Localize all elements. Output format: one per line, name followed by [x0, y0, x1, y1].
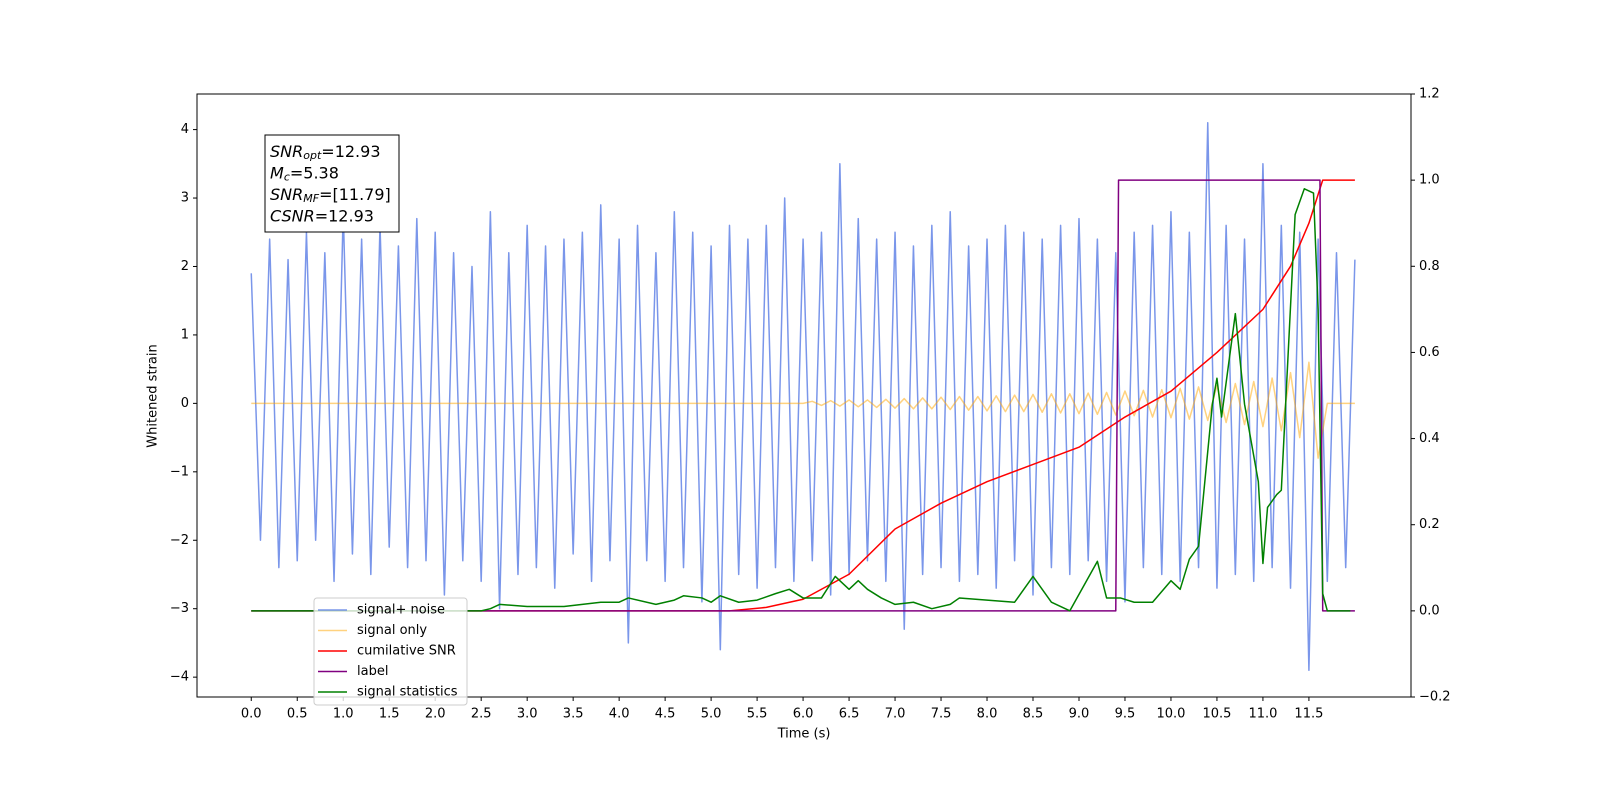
annotation-line: Mc=5.38	[270, 163, 339, 184]
x-tick-label: 2.0	[425, 707, 446, 722]
y-tick-label: −3	[170, 601, 189, 616]
axes-frame	[196, 93, 1412, 698]
y2-tick-label: 1.2	[1419, 87, 1440, 102]
series-line	[251, 361, 1355, 459]
y-tick-label: 4	[181, 122, 189, 137]
x-tick-label: 7.5	[931, 707, 952, 722]
annotation-symbol: SNR	[270, 142, 303, 161]
annotation-line: CSNR=12.93	[270, 206, 374, 225]
annotation-subscript: opt	[303, 149, 322, 162]
x-tick-label: 1.5	[379, 707, 400, 722]
y2-tick-label: 1.0	[1419, 173, 1440, 188]
annotation-symbol: SNR	[270, 185, 303, 204]
legend-label: signal statistics	[357, 685, 458, 700]
x-tick-label: 5.0	[701, 707, 722, 722]
x-tick-label: 10.5	[1202, 707, 1231, 722]
x-tick-label: 11.0	[1248, 707, 1277, 722]
y2-tick-label: 0.2	[1419, 517, 1440, 532]
annotation-symbol: M	[270, 163, 284, 182]
legend: signal+ noise signal only cumilative SNR la…	[318, 603, 458, 700]
x-tick-label: 8.0	[977, 707, 998, 722]
x-tick-label: 8.5	[1023, 707, 1044, 722]
annotation-symbol: CSNR	[270, 206, 315, 225]
x-tick-label: 6.5	[839, 707, 860, 722]
legend-label: cumilative SNR	[357, 644, 456, 659]
x-tick-label: 9.5	[1115, 707, 1136, 722]
series-line	[250, 122, 1356, 672]
x-tick-label: 7.0	[885, 707, 906, 722]
y2-tick-label: 0.4	[1419, 431, 1440, 446]
x-tick-label: 4.0	[609, 707, 630, 722]
legend-box	[313, 597, 468, 706]
series-line	[251, 188, 1351, 612]
y2-tick-label: 0.6	[1419, 345, 1440, 360]
y-axis-label: Whitened strain	[146, 344, 161, 447]
y-tick-label: −4	[170, 670, 189, 685]
annotation-value: =[11.79]	[319, 185, 391, 204]
y-tick-label: −2	[170, 533, 189, 548]
y-tick-label: 0	[181, 396, 189, 411]
axes: 0.0 0.5 1.0 1.5 2.0 2.5 3.0 3.5 4.0 4.5 5.0 5.5 6.0 6…	[170, 87, 1451, 722]
x-tick-label: 2.5	[471, 707, 492, 722]
x-tick-label: 10.0	[1156, 707, 1185, 722]
y-tick-label: 3	[181, 191, 189, 206]
annotation-value: =5.38	[290, 163, 339, 182]
x-tick-label: 4.5	[655, 707, 676, 722]
y2-tick-label: −0.2	[1419, 690, 1451, 705]
annotation-value: =12.93	[321, 142, 380, 161]
legend-label: signal only	[357, 623, 427, 638]
x-tick-label: 11.5	[1294, 707, 1323, 722]
y2-tick-label: 0.0	[1419, 603, 1440, 618]
annotation-value: =12.93	[315, 206, 374, 225]
y2-tick-label: 0.8	[1419, 259, 1440, 274]
x-tick-label: 6.0	[793, 707, 814, 722]
plot-area	[250, 122, 1356, 672]
x-tick-label: 3.0	[517, 707, 538, 722]
annotation-line: SNRMF=[11.79]	[270, 185, 391, 206]
x-tick-label: 5.5	[747, 707, 768, 722]
annotation-line: SNRopt=12.93	[270, 142, 381, 163]
x-tick-label: 0.5	[287, 707, 308, 722]
annotation-subscript: MF	[303, 192, 319, 205]
x-tick-label: 9.0	[1069, 707, 1090, 722]
x-tick-label: 1.0	[333, 707, 354, 722]
legend-label: signal+ noise	[357, 603, 445, 618]
legend-label: label	[357, 664, 388, 679]
annotation: SNRopt=12.93Mc=5.38SNRMF=[11.79]CSNR=12.…	[270, 142, 391, 226]
annotation-subscript: c	[284, 171, 290, 184]
y-tick-label: 1	[181, 327, 189, 342]
x-tick-label: 3.5	[563, 707, 584, 722]
y-tick-label: 2	[181, 259, 189, 274]
x-axis-label: Time (s)	[777, 727, 831, 742]
annotation-box	[264, 134, 400, 233]
x-tick-label: 0.0	[241, 707, 262, 722]
y-tick-label: −1	[170, 464, 189, 479]
